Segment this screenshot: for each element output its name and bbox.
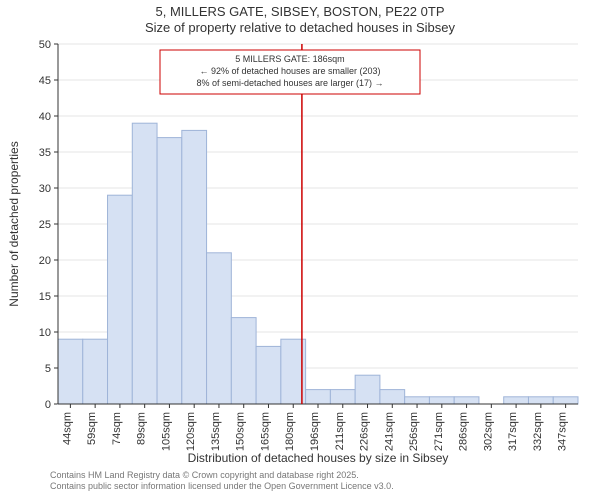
x-tick-label: 332sqm — [532, 412, 544, 451]
property-size-histogram: 5, MILLERS GATE, SIBSEY, BOSTON, PE22 0T… — [0, 0, 600, 470]
x-tick-label: 135sqm — [210, 412, 222, 451]
footer-line-1: Contains HM Land Registry data © Crown c… — [50, 470, 394, 481]
y-axis-label: Number of detached properties — [7, 141, 21, 306]
histogram-bar — [528, 397, 553, 404]
x-tick-label: 317sqm — [507, 412, 519, 451]
x-tick-label: 347sqm — [557, 412, 569, 451]
x-tick-label: 89sqm — [136, 412, 148, 445]
x-tick-label: 286sqm — [458, 412, 470, 451]
x-tick-label: 120sqm — [185, 412, 197, 451]
x-tick-label: 256sqm — [408, 412, 420, 451]
histogram-bar — [454, 397, 479, 404]
histogram-bar — [58, 339, 83, 404]
annotation-line: ← 92% of detached houses are smaller (20… — [199, 66, 380, 76]
histogram-bar — [553, 397, 578, 404]
annotation-line: 5 MILLERS GATE: 186sqm — [235, 54, 344, 64]
chart-title-line2: Size of property relative to detached ho… — [145, 20, 456, 35]
x-tick-label: 226sqm — [359, 412, 371, 451]
y-tick-label: 5 — [45, 363, 51, 375]
y-tick-label: 0 — [45, 399, 51, 411]
histogram-bar — [429, 397, 454, 404]
y-tick-label: 45 — [39, 75, 51, 87]
histogram-bar — [306, 390, 331, 404]
histogram-bar — [182, 130, 207, 404]
x-tick-label: 180sqm — [284, 412, 296, 451]
y-tick-label: 20 — [39, 255, 51, 267]
x-tick-label: 44sqm — [61, 412, 73, 445]
histogram-bar — [330, 390, 355, 404]
footer-attribution: Contains HM Land Registry data © Crown c… — [50, 470, 394, 493]
x-tick-label: 150sqm — [235, 412, 247, 451]
histogram-bar — [207, 253, 232, 404]
x-tick-label: 271sqm — [433, 412, 445, 451]
y-tick-label: 15 — [39, 291, 51, 303]
x-tick-label: 211sqm — [334, 412, 346, 450]
histogram-bar — [157, 138, 182, 404]
y-tick-label: 50 — [39, 39, 51, 51]
x-tick-label: 74sqm — [111, 412, 123, 445]
chart-title-line1: 5, MILLERS GATE, SIBSEY, BOSTON, PE22 0T… — [155, 4, 444, 19]
histogram-bar — [380, 390, 405, 404]
y-tick-label: 10 — [39, 327, 51, 339]
histogram-bar — [405, 397, 430, 404]
x-tick-label: 105sqm — [160, 412, 172, 451]
footer-line-2: Contains public sector information licen… — [50, 481, 394, 492]
histogram-bar — [231, 318, 256, 404]
annotation-line: 8% of semi-detached houses are larger (1… — [196, 78, 383, 88]
histogram-bar — [108, 195, 133, 404]
histogram-bar — [132, 123, 157, 404]
y-tick-label: 35 — [39, 147, 51, 159]
histogram-bar — [355, 375, 380, 404]
y-tick-label: 40 — [39, 111, 51, 123]
y-tick-label: 30 — [39, 183, 51, 195]
y-tick-label: 25 — [39, 219, 51, 231]
histogram-bar — [256, 346, 281, 404]
histogram-bar — [83, 339, 108, 404]
x-tick-label: 59sqm — [86, 412, 98, 445]
x-tick-label: 241sqm — [383, 412, 395, 451]
x-axis-label: Distribution of detached houses by size … — [188, 451, 449, 465]
histogram-bar — [504, 397, 529, 404]
x-tick-label: 196sqm — [309, 412, 321, 451]
x-tick-label: 302sqm — [482, 412, 494, 451]
x-tick-label: 165sqm — [259, 412, 271, 451]
